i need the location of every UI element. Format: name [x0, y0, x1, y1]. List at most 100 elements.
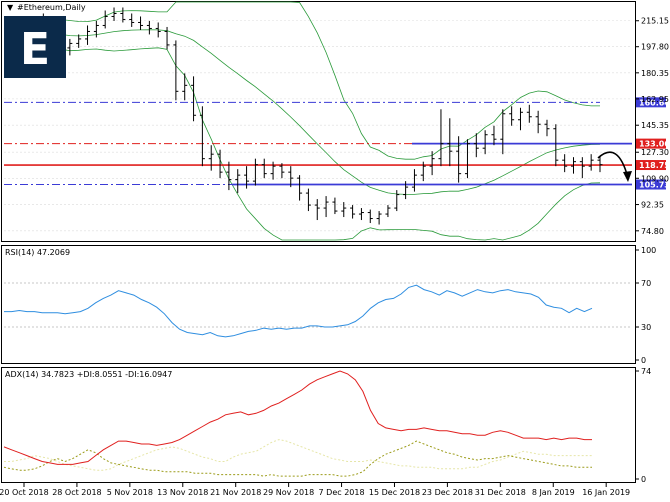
price-bar [562, 154, 568, 173]
price-tick-label: 180.35 [641, 69, 669, 78]
x-tick-label: 13 Nov 2018 [157, 488, 208, 497]
grid [4, 20, 632, 232]
price-bar [376, 211, 382, 225]
price-bar [367, 209, 373, 224]
price-bar [217, 149, 223, 179]
x-tick-label: 29 Nov 2018 [263, 488, 314, 497]
price-tick-label: 127.30 [641, 148, 669, 157]
rsi-panel-frame [1, 245, 636, 364]
price-tick-label: 92.35 [641, 201, 664, 210]
price-bar [588, 154, 594, 171]
price-bar [199, 106, 205, 167]
chart-title: #Ethereum,Daily [17, 3, 86, 12]
price-bar [579, 157, 585, 179]
price-bar [146, 20, 152, 35]
level-price-label: 133.06 [639, 140, 670, 149]
plus-di-line [3, 440, 592, 477]
level-price-tag [636, 138, 666, 149]
chart-menu-icon[interactable]: ▼ [7, 3, 14, 12]
x-axis: 20 Oct 2018 28 Oct 2018 5 Nov 2018 13 Nov 2… [0, 483, 630, 497]
level-price-tag [636, 160, 666, 171]
price-bar [164, 26, 170, 50]
price-bar [500, 109, 506, 155]
price-bar [244, 166, 250, 189]
x-tick-label: 15 Dec 2018 [369, 488, 420, 497]
price-bar [288, 166, 294, 188]
price-bar [420, 161, 426, 182]
price-bar [429, 151, 435, 176]
price-bar [297, 175, 303, 201]
adx-tick-label: 74 [641, 367, 651, 376]
price-bar [76, 34, 82, 48]
level-price-label: 118.75 [639, 161, 670, 170]
rsi-tick-label: 100 [641, 246, 656, 255]
price-bar [111, 7, 117, 21]
price-bar [155, 22, 161, 38]
x-tick-label: 28 Oct 2018 [52, 488, 101, 497]
price-bar [535, 110, 541, 134]
price-axis: 215.15 197.80 180.35 162.95 145.35 127.30 109.… [635, 17, 669, 236]
rsi-label: RSI(14) 47.2069 [5, 248, 70, 257]
horizontal-levels: 160.64 133.06 118.75 105.73 [4, 97, 670, 190]
x-tick-label: 20 Oct 2018 [0, 488, 49, 497]
price-bar [129, 13, 135, 27]
rsi-tick-label: 70 [641, 279, 651, 288]
adx-indicator: 74 0 [3, 367, 651, 484]
price-bar [411, 169, 417, 192]
logo-background [4, 16, 66, 78]
price-bar [509, 106, 515, 126]
price-bar [182, 73, 188, 101]
x-tick-label: 23 Dec 2018 [422, 488, 473, 497]
price-bar [597, 155, 603, 173]
price-tick-label: 197.80 [641, 43, 669, 52]
forecast-arrow-head [623, 171, 632, 182]
price-bar [526, 104, 532, 123]
brand-logo: E [4, 16, 66, 78]
rsi-tick-label: 30 [641, 323, 651, 332]
minus-di-line [4, 439, 592, 471]
price-tick-label: 162.95 [641, 95, 669, 104]
price-bar [358, 208, 364, 221]
price-bar [173, 40, 179, 101]
adx-line [3, 370, 592, 465]
price-bar [67, 38, 73, 56]
price-bar [305, 188, 311, 212]
price-bar [93, 20, 99, 38]
price-tick-label: 74.80 [641, 227, 664, 236]
logo-letter: E [20, 24, 50, 75]
price-bar [191, 76, 197, 122]
price-bar [473, 133, 479, 158]
price-bar [517, 107, 523, 131]
adx-panel-frame [1, 367, 636, 483]
price-bar [252, 158, 258, 186]
price-bar [385, 205, 391, 218]
rsi-indicator: 100 70 30 0 [4, 246, 656, 365]
price-bars [5, 7, 603, 225]
price-tick-label: 215.15 [641, 17, 669, 26]
price-tick-label: 109.90 [641, 174, 669, 183]
price-bar [208, 145, 214, 171]
price-bar [102, 10, 108, 29]
price-bar [482, 130, 488, 155]
price-bar [261, 158, 267, 179]
price-bar [323, 196, 329, 218]
bollinger-middle [7, 29, 601, 195]
price-bar [235, 169, 241, 194]
adx-tick-label: 0 [641, 475, 646, 484]
price-bar [341, 202, 347, 218]
adx-label: ADX(14) 34.7823 +DI:8.0551 -DI:16.0947 [5, 370, 172, 379]
bollinger-bands [7, 1, 601, 241]
x-tick-label: 21 Nov 2018 [210, 488, 261, 497]
price-bar [279, 163, 285, 179]
price-panel-frame [1, 1, 636, 242]
rsi-line [4, 284, 593, 338]
level-price-tag [636, 179, 666, 190]
price-bar [456, 136, 462, 183]
bollinger-lower [7, 35, 601, 241]
level-price-label: 105.73 [639, 181, 670, 190]
price-bar [394, 190, 400, 212]
rsi-tick-label: 0 [641, 356, 646, 365]
price-bar [138, 16, 144, 30]
level-price-tag [636, 97, 666, 108]
